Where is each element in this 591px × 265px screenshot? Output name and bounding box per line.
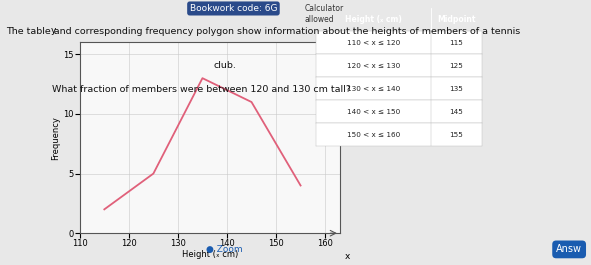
Text: 150 < x ≤ 160: 150 < x ≤ 160 <box>347 132 401 138</box>
Text: ● Zoom: ● Zoom <box>206 245 243 254</box>
Text: Height (ₓ cm): Height (ₓ cm) <box>345 15 402 24</box>
Text: What fraction of members were between 120 and 130 cm tall?: What fraction of members were between 12… <box>51 85 350 94</box>
Text: y: y <box>51 26 57 35</box>
Text: 115: 115 <box>450 39 463 46</box>
Text: 130 < x ≤ 140: 130 < x ≤ 140 <box>347 86 401 92</box>
Text: Calculator
allowed: Calculator allowed <box>304 4 343 24</box>
Text: 110 < x ≤ 120: 110 < x ≤ 120 <box>347 39 401 46</box>
X-axis label: Height (ₓ cm): Height (ₓ cm) <box>181 250 238 259</box>
Text: Answ: Answ <box>556 244 582 254</box>
Text: 155: 155 <box>450 132 463 138</box>
Y-axis label: Frequency: Frequency <box>51 116 60 160</box>
Text: club.: club. <box>213 61 236 70</box>
Text: 125: 125 <box>450 63 463 69</box>
Text: Midpoint: Midpoint <box>437 15 476 24</box>
Text: 120 < x ≤ 130: 120 < x ≤ 130 <box>347 63 401 69</box>
Text: The table and corresponding frequency polygon show information about the heights: The table and corresponding frequency po… <box>6 26 520 36</box>
Text: 145: 145 <box>450 109 463 115</box>
Text: Bookwork code: 6G: Bookwork code: 6G <box>190 4 277 13</box>
Text: 140 < x ≤ 150: 140 < x ≤ 150 <box>347 109 401 115</box>
Text: 135: 135 <box>450 86 463 92</box>
Text: x: x <box>345 252 350 261</box>
